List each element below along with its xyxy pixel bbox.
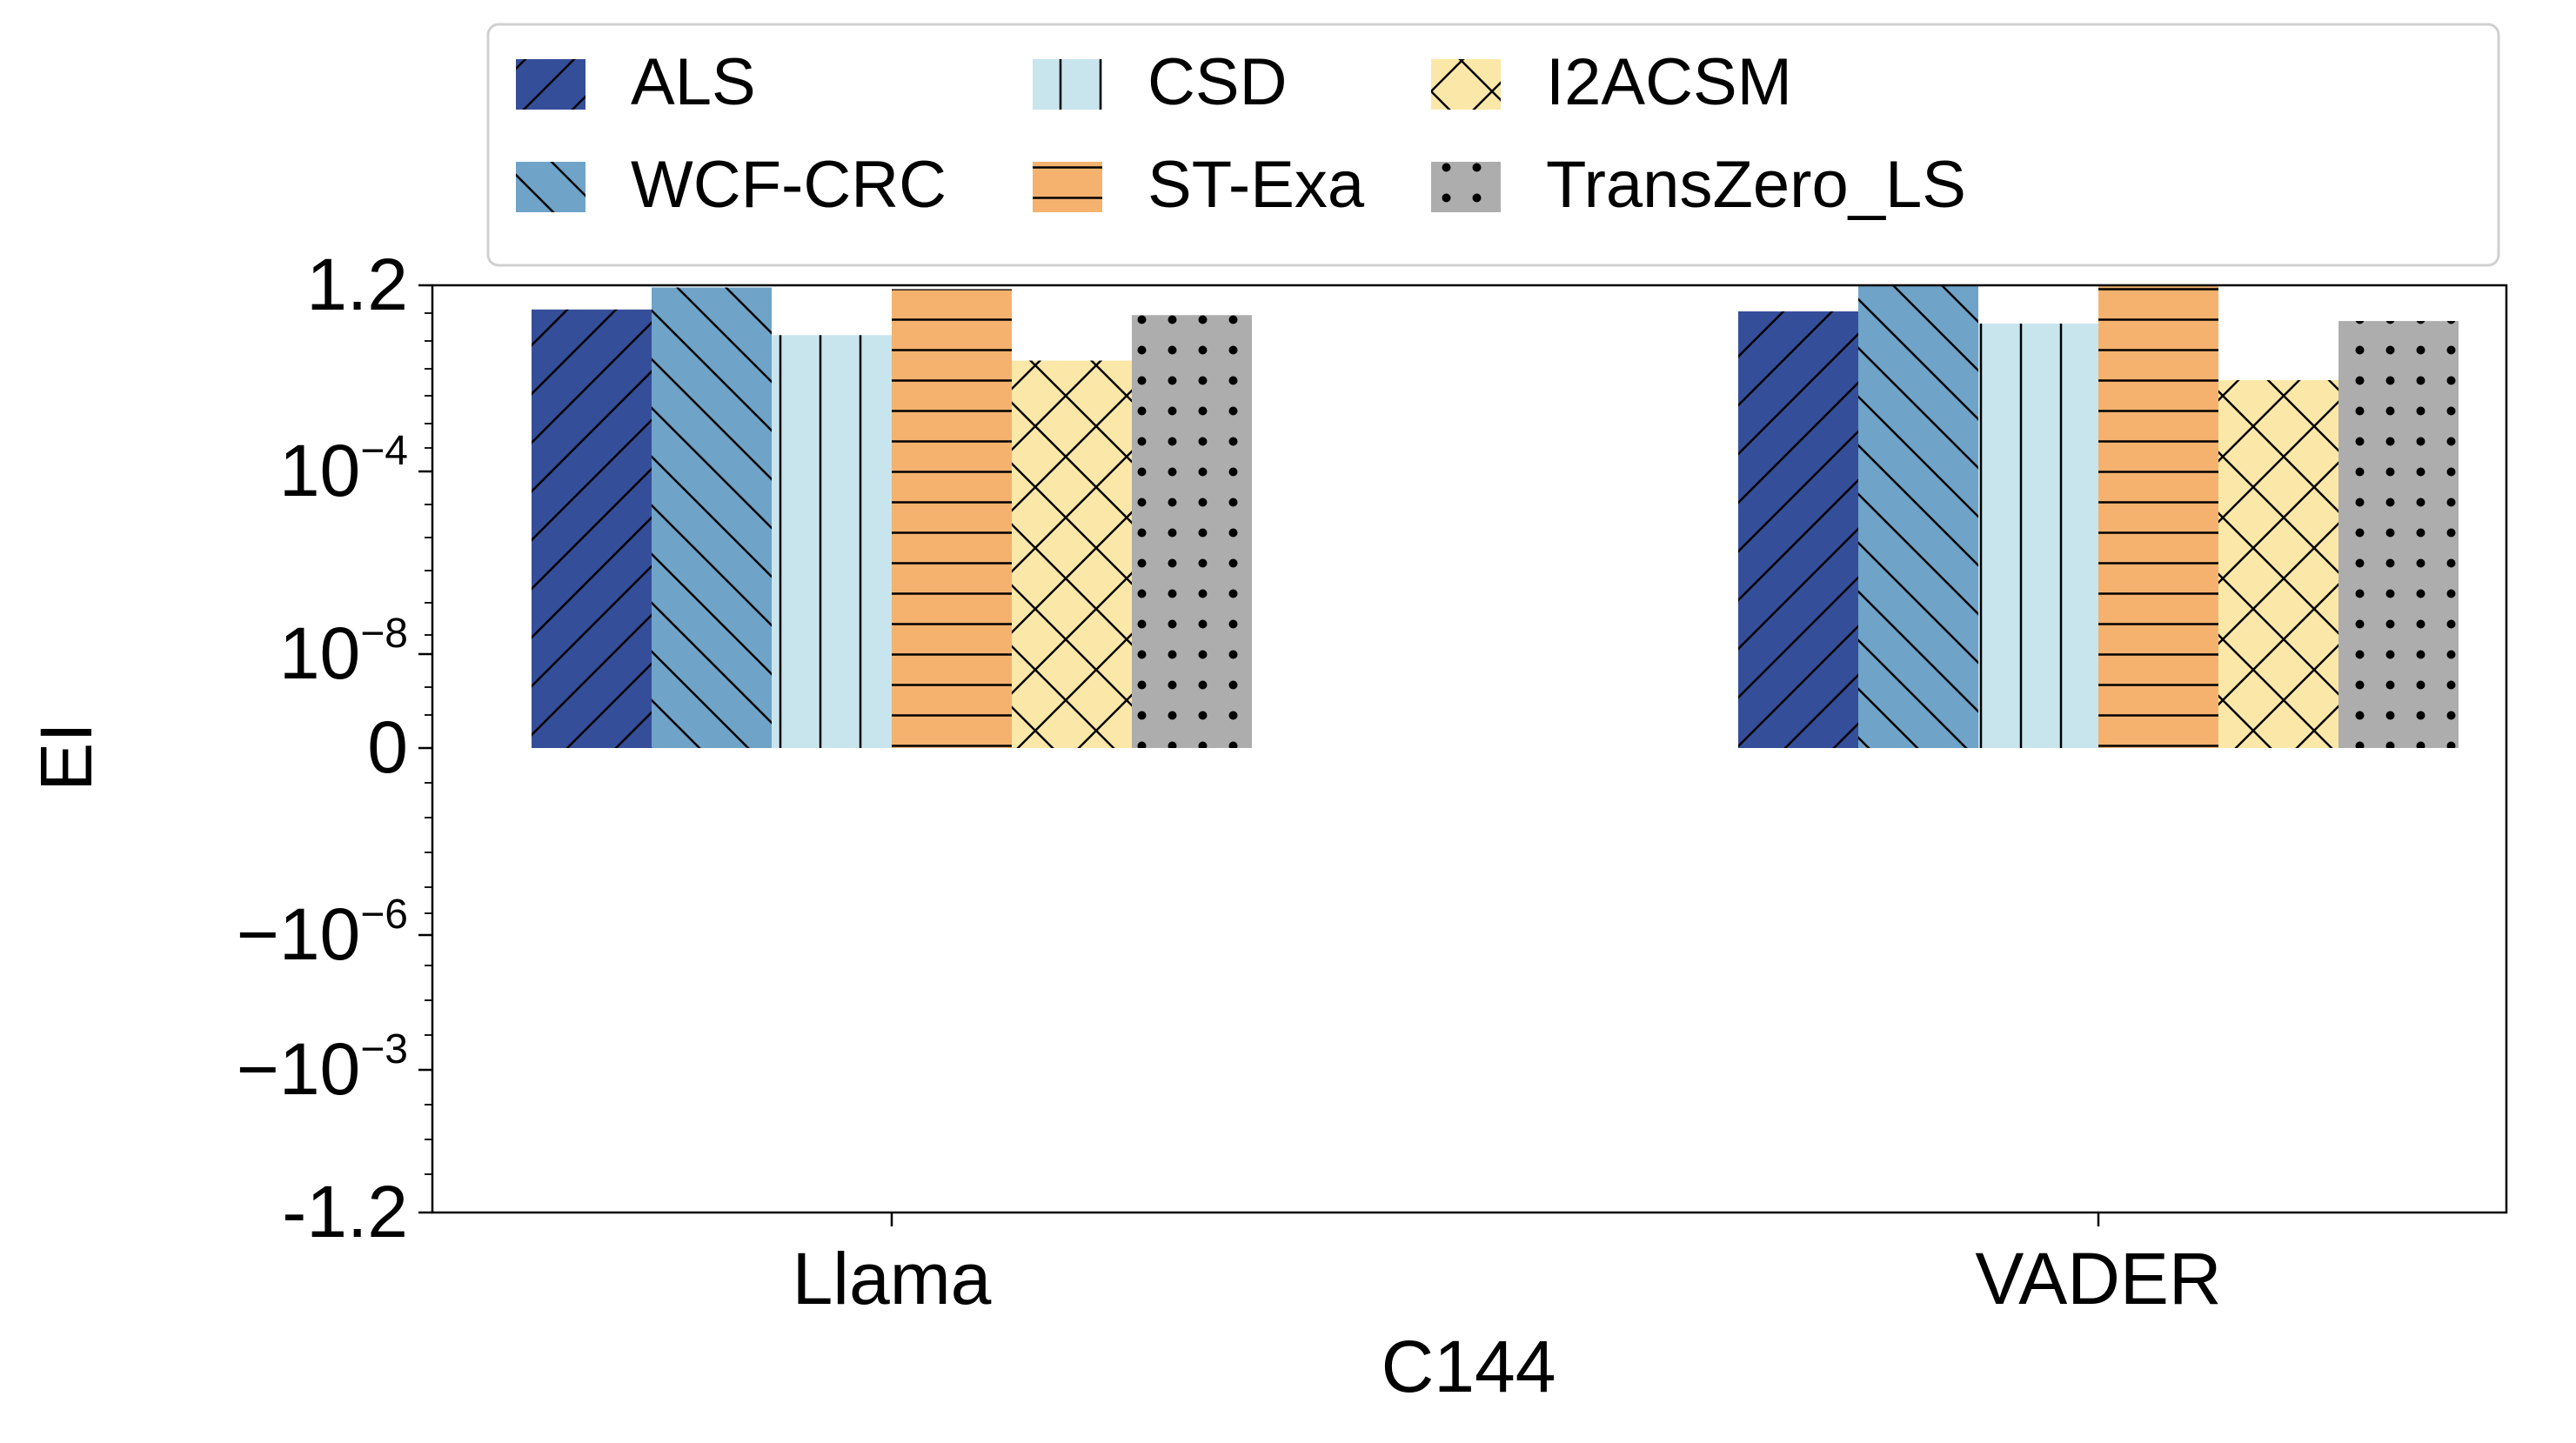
y-tick-label: 10−8 — [279, 611, 408, 694]
bar-hatch — [1132, 315, 1252, 748]
bar-hatch — [772, 335, 892, 748]
y-tick-label: 0 — [367, 706, 408, 788]
bar-hatch — [2098, 285, 2218, 748]
bar-hatch — [1858, 285, 1978, 748]
legend: ALS WCF-CRC CSD ST-Exa I2ACSM TransZero_LS — [486, 23, 2500, 267]
bar-hatch — [652, 287, 772, 748]
legend-swatch-hatch — [516, 59, 585, 110]
y-tick-label: −10−6 — [237, 892, 408, 975]
y-axis-label: EI — [25, 722, 107, 791]
x-tick-label: VADER — [1975, 1238, 2221, 1319]
y-tick-label: −10−3 — [237, 1026, 408, 1110]
bar-hatch — [532, 309, 652, 748]
legend-label: WCF-CRC — [631, 148, 947, 222]
legend-label: ST-Exa — [1147, 148, 1365, 222]
y-tick-label: 1.2 — [306, 244, 408, 325]
y-tick-label: 10−4 — [279, 428, 408, 511]
legend-label: CSD — [1147, 45, 1287, 119]
legend-swatch-hatch — [1431, 59, 1501, 110]
legend-swatch-hatch — [1431, 162, 1501, 212]
y-axis: 1.2 10−4 10−8 0 −10−6 −10−3 -1.2 — [237, 244, 432, 1253]
bars — [532, 285, 2459, 748]
legend-frame — [486, 23, 2500, 267]
bar-hatch — [2218, 380, 2338, 748]
bar-hatch — [892, 289, 1012, 748]
legend-label: I2ACSM — [1546, 45, 1792, 119]
legend-swatch-hatch — [1033, 59, 1102, 110]
legend-label: TransZero_LS — [1546, 148, 1966, 222]
bar-hatch — [1738, 311, 1858, 748]
legend-swatch-hatch — [1033, 162, 1102, 212]
bar-hatch — [1978, 324, 2098, 748]
legend-label: ALS — [631, 45, 756, 119]
bar-hatch — [2338, 321, 2459, 748]
legend-swatch-hatch — [516, 162, 585, 212]
x-axis: Llama VADER — [793, 1213, 2222, 1319]
bar-hatch — [1012, 360, 1132, 748]
x-tick-label: Llama — [793, 1238, 992, 1319]
x-axis-label: C144 — [1382, 1326, 1556, 1407]
y-tick-label: -1.2 — [282, 1171, 408, 1253]
